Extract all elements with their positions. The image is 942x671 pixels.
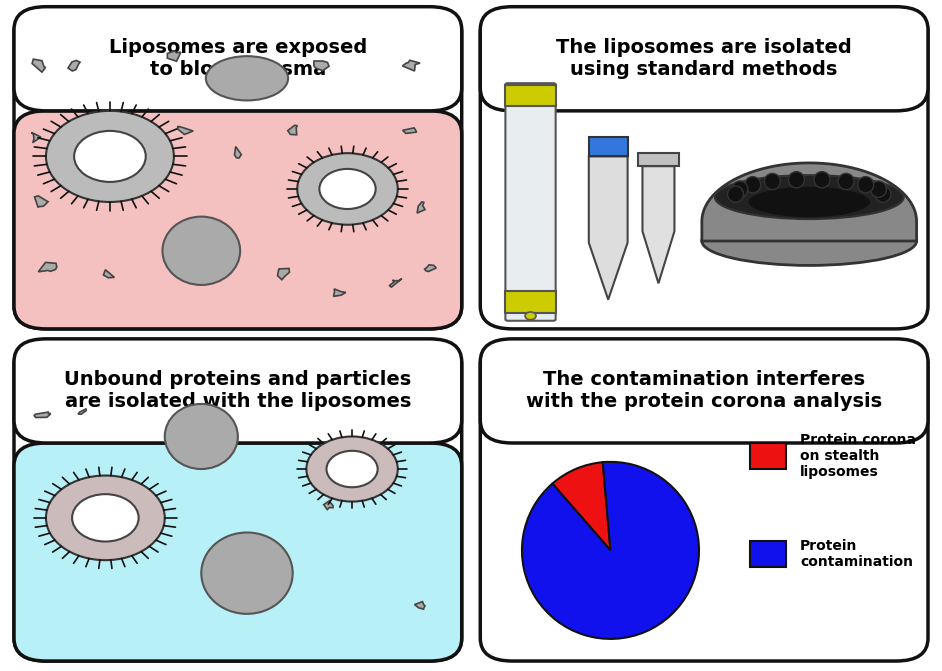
Ellipse shape — [206, 56, 288, 101]
Ellipse shape — [715, 175, 903, 219]
Ellipse shape — [870, 181, 886, 197]
FancyBboxPatch shape — [480, 339, 928, 443]
FancyBboxPatch shape — [14, 7, 462, 111]
Circle shape — [327, 451, 378, 487]
Polygon shape — [589, 156, 627, 299]
Polygon shape — [402, 128, 416, 134]
Ellipse shape — [732, 181, 748, 197]
Circle shape — [319, 169, 376, 209]
Circle shape — [298, 153, 398, 225]
Polygon shape — [39, 262, 57, 272]
Circle shape — [46, 111, 174, 202]
Polygon shape — [32, 59, 45, 72]
FancyBboxPatch shape — [14, 443, 462, 661]
FancyBboxPatch shape — [14, 10, 462, 329]
Circle shape — [525, 312, 536, 320]
FancyBboxPatch shape — [480, 7, 928, 111]
Ellipse shape — [748, 186, 870, 218]
FancyBboxPatch shape — [14, 111, 462, 329]
Polygon shape — [278, 268, 289, 280]
FancyBboxPatch shape — [14, 342, 462, 661]
Polygon shape — [34, 412, 51, 417]
Polygon shape — [414, 602, 425, 609]
Polygon shape — [287, 125, 298, 135]
Polygon shape — [702, 163, 917, 241]
Circle shape — [74, 131, 146, 182]
Polygon shape — [78, 409, 87, 414]
Polygon shape — [324, 501, 333, 509]
Ellipse shape — [838, 173, 854, 190]
Bar — [589, 137, 627, 156]
Polygon shape — [389, 278, 402, 287]
Circle shape — [46, 476, 165, 560]
FancyBboxPatch shape — [14, 339, 462, 443]
Ellipse shape — [814, 172, 830, 188]
Ellipse shape — [875, 186, 891, 202]
Text: Protein corona
on stealth
liposomes: Protein corona on stealth liposomes — [800, 433, 916, 479]
Text: Unbound proteins and particles
are isolated with the liposomes: Unbound proteins and particles are isola… — [64, 370, 412, 411]
Polygon shape — [417, 202, 425, 213]
Bar — [638, 153, 679, 166]
Polygon shape — [81, 116, 102, 125]
Text: The contamination interferes
with the protein corona analysis: The contamination interferes with the pr… — [526, 370, 883, 411]
Ellipse shape — [702, 217, 917, 266]
Polygon shape — [425, 265, 436, 272]
Ellipse shape — [764, 173, 780, 190]
Polygon shape — [333, 289, 346, 297]
Ellipse shape — [727, 186, 743, 202]
Polygon shape — [314, 61, 329, 70]
Polygon shape — [642, 166, 674, 283]
FancyBboxPatch shape — [750, 541, 787, 566]
Circle shape — [73, 494, 138, 541]
Polygon shape — [31, 133, 41, 143]
Polygon shape — [68, 60, 80, 71]
Ellipse shape — [745, 176, 761, 193]
Polygon shape — [35, 196, 48, 207]
Polygon shape — [168, 51, 181, 61]
Bar — [506, 85, 556, 106]
Text: Liposomes are exposed
to blood plasma: Liposomes are exposed to blood plasma — [108, 38, 367, 79]
Ellipse shape — [857, 176, 873, 193]
FancyBboxPatch shape — [480, 10, 928, 329]
Ellipse shape — [788, 172, 804, 188]
Ellipse shape — [165, 404, 237, 469]
Ellipse shape — [202, 533, 293, 614]
FancyBboxPatch shape — [506, 83, 556, 321]
Polygon shape — [402, 60, 420, 71]
Polygon shape — [177, 126, 193, 134]
Polygon shape — [73, 484, 90, 493]
Ellipse shape — [162, 217, 240, 285]
FancyBboxPatch shape — [480, 342, 928, 661]
Text: The liposomes are isolated
using standard methods: The liposomes are isolated using standar… — [557, 38, 852, 79]
Circle shape — [306, 437, 398, 502]
Polygon shape — [235, 146, 241, 158]
Polygon shape — [104, 270, 114, 278]
Bar — [506, 291, 556, 313]
Text: Protein
contamination: Protein contamination — [800, 539, 913, 569]
FancyBboxPatch shape — [750, 443, 787, 469]
